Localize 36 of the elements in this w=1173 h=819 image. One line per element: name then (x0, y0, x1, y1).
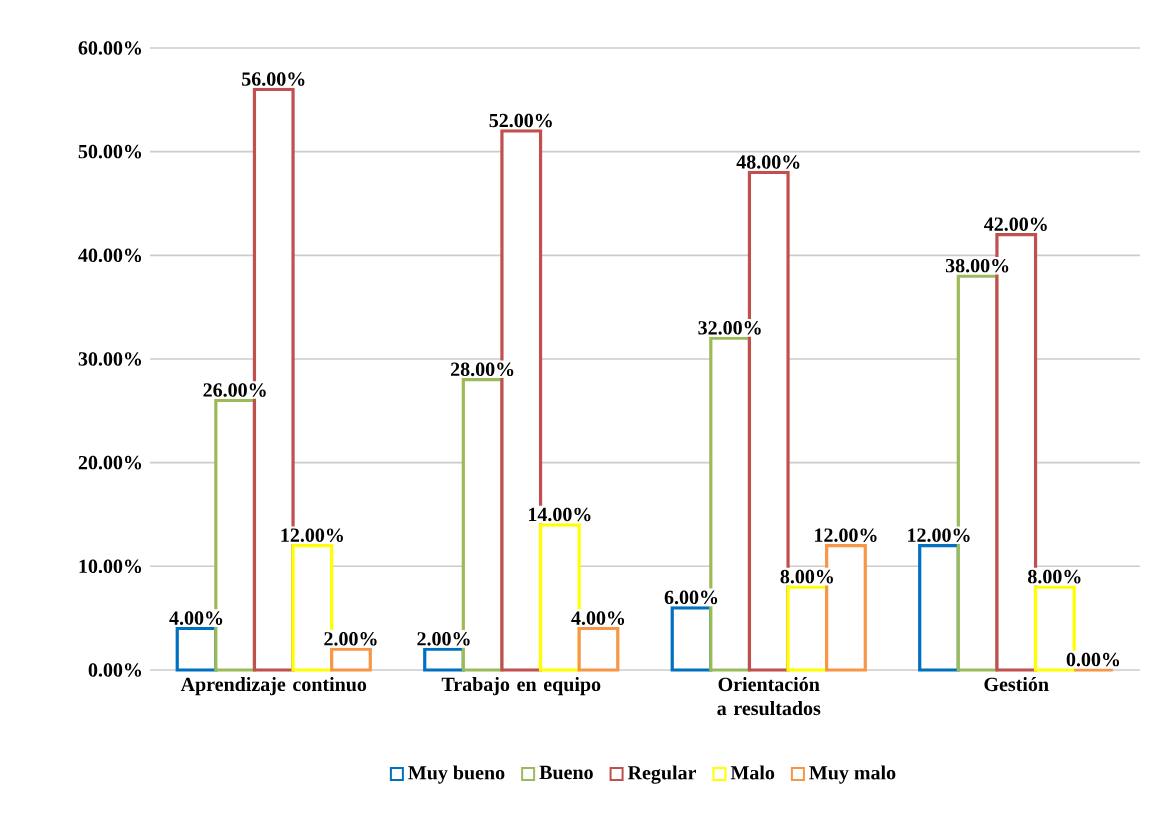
data-label: 8.00% (780, 569, 833, 584)
data-label: 4.00% (169, 611, 223, 625)
y-tick-label: 20.00% (78, 455, 142, 470)
legend-label: Bueno (539, 765, 593, 780)
data-label: 12.00% (281, 528, 343, 542)
legend-label: Muy malo (809, 765, 896, 784)
y-tick-label: 0.00% (88, 663, 142, 677)
y-tick-label: 10.00% (79, 559, 142, 574)
y-tick-label: 40.00% (78, 248, 142, 263)
x-tick-label: Orientación a resultados (717, 677, 821, 716)
data-label: 2.00% (417, 632, 470, 646)
data-label: 6.00% (664, 590, 718, 605)
x-tick-label: Trabajo en equipo (441, 677, 601, 696)
data-label: 28.00% (450, 362, 514, 377)
data-label: 38.00% (945, 258, 1009, 273)
x-tick-label: Gestión (984, 677, 1049, 692)
data-label: 32.00% (698, 321, 761, 335)
data-label: 4.00% (571, 611, 625, 625)
y-tick-label: 50.00% (78, 144, 142, 159)
data-label: 56.00% (242, 72, 305, 86)
y-tick-label: 30.00% (78, 352, 142, 366)
data-label: 12.00% (815, 528, 877, 542)
y-tick-label: 60.00% (78, 41, 142, 55)
data-label: 12.00% (908, 528, 970, 542)
legend-label: Muy bueno (408, 765, 505, 784)
data-label: 14.00% (528, 507, 591, 522)
x-tick-label: Aprendizaje continuo (180, 677, 367, 696)
legend-label: Regular (627, 765, 697, 784)
data-label: 0.00% (1066, 652, 1120, 667)
data-label: 26.00% (203, 383, 266, 397)
data-label: 42.00% (984, 217, 1047, 231)
data-label: 8.00% (1028, 569, 1081, 584)
legend-label: Malo (730, 765, 775, 780)
data-label: 52.00% (489, 113, 552, 128)
data-label: 2.00% (324, 632, 377, 646)
data-label: 48.00% (736, 155, 800, 169)
